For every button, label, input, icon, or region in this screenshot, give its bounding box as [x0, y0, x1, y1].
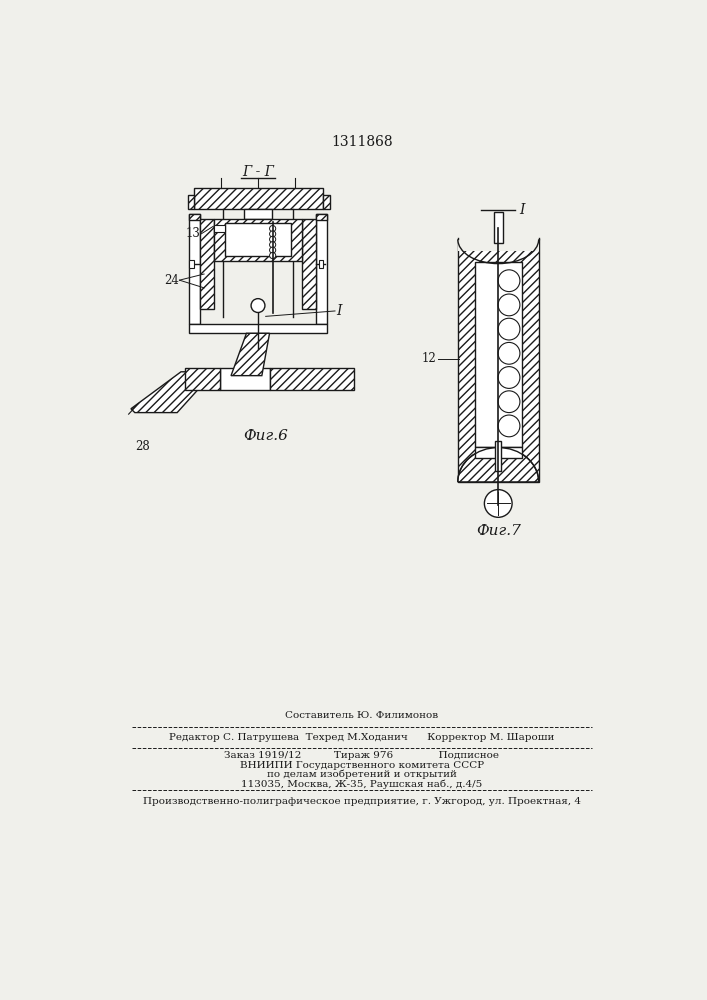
Text: Фиг.7: Фиг.7 — [476, 524, 520, 538]
Bar — [316, 214, 327, 220]
Text: 113035, Москва, Ж-35, Раушская наб., д.4/5: 113035, Москва, Ж-35, Раушская наб., д.4… — [241, 780, 483, 789]
Bar — [219, 368, 269, 389]
Text: 12: 12 — [421, 352, 436, 365]
Text: Производственно-полиграфическое предприятие, г. Ужгород, ул. Проектная, 4: Производственно-полиграфическое предприя… — [143, 797, 581, 806]
Bar — [269, 368, 354, 389]
Polygon shape — [131, 372, 214, 413]
Bar — [188, 195, 194, 209]
Circle shape — [269, 242, 276, 248]
Bar — [225, 223, 291, 256]
Bar — [189, 214, 200, 324]
Circle shape — [269, 252, 276, 259]
Bar — [200, 219, 214, 309]
Bar — [302, 219, 316, 309]
Bar — [244, 209, 272, 219]
Bar — [319, 260, 324, 268]
Bar — [214, 225, 225, 232]
Text: 13: 13 — [185, 227, 200, 240]
Bar — [458, 239, 539, 482]
Bar — [493, 212, 503, 243]
Bar — [189, 260, 194, 268]
Bar — [458, 227, 539, 251]
Text: ВНИИПИ Государственного комитета СССР: ВНИИПИ Государственного комитета СССР — [240, 761, 484, 770]
Bar — [495, 441, 501, 471]
Text: I: I — [337, 304, 342, 318]
Text: Фиг.6: Фиг.6 — [243, 429, 288, 443]
Bar — [214, 219, 302, 261]
Circle shape — [251, 299, 265, 312]
Polygon shape — [458, 448, 539, 482]
Text: Составитель Ю. Филимонов: Составитель Ю. Филимонов — [286, 711, 438, 720]
Bar — [475, 447, 522, 458]
Circle shape — [484, 490, 512, 517]
Polygon shape — [231, 333, 269, 376]
Circle shape — [269, 231, 276, 237]
Text: 1311868: 1311868 — [331, 135, 393, 149]
Bar — [316, 214, 327, 324]
Bar — [324, 195, 329, 209]
Text: I: I — [519, 203, 525, 217]
Circle shape — [269, 247, 276, 253]
Text: 28: 28 — [135, 440, 150, 453]
Circle shape — [269, 225, 276, 232]
Text: по делам изобретений и открытий: по делам изобретений и открытий — [267, 770, 457, 779]
Bar — [189, 214, 200, 220]
Bar — [475, 262, 522, 447]
Bar — [194, 188, 324, 209]
Text: 24: 24 — [164, 274, 179, 287]
Bar — [185, 368, 219, 389]
Text: Заказ 1919/12          Тираж 976              Подписное: Заказ 1919/12 Тираж 976 Подписное — [224, 751, 499, 760]
Text: Редактор С. Патрушева  Техред М.Ходанич      Корректор М. Шароши: Редактор С. Патрушева Техред М.Ходанич К… — [169, 733, 554, 742]
Bar — [189, 324, 327, 333]
Circle shape — [269, 236, 276, 242]
Text: Г - Г: Г - Г — [242, 165, 274, 179]
